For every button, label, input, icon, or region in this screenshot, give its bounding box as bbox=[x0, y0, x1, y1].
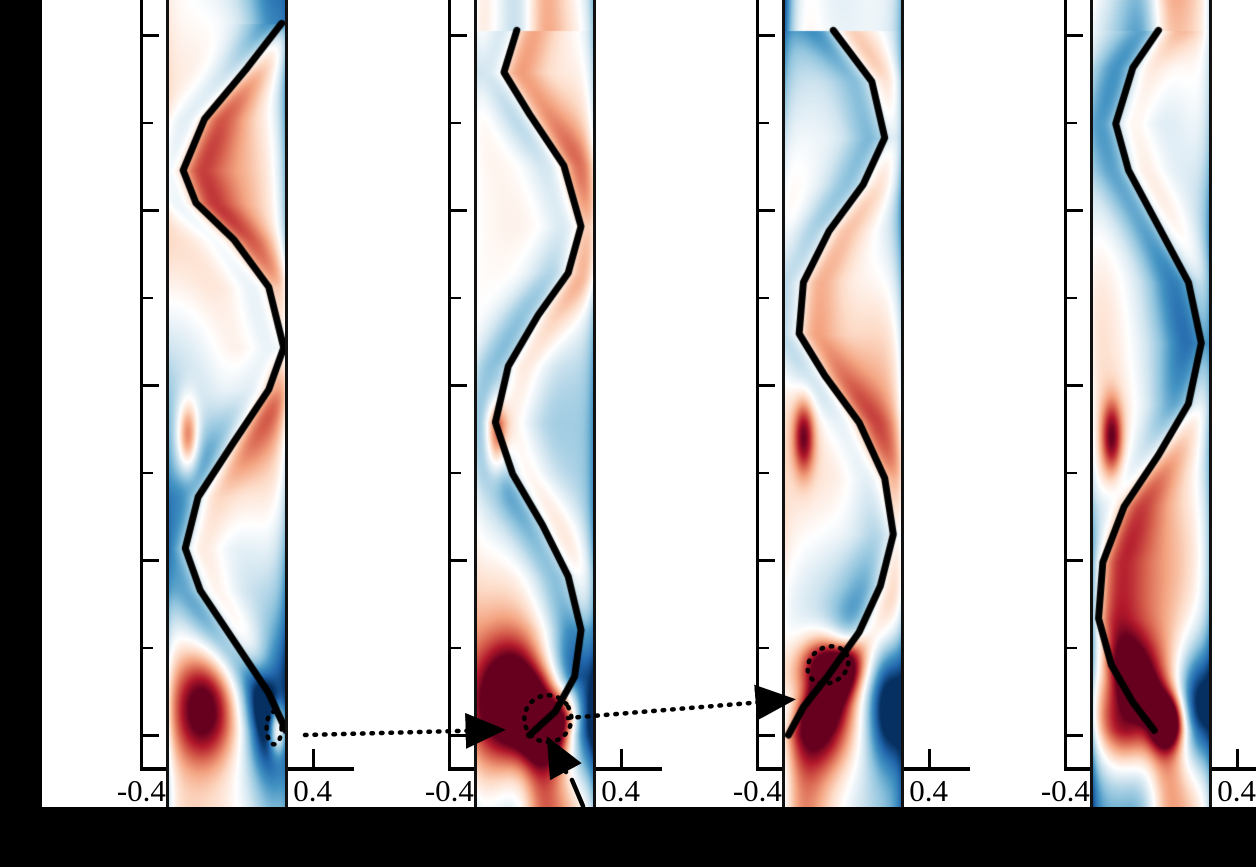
x-tick-label: -0.4 bbox=[424, 773, 474, 808]
x-major-tick bbox=[927, 749, 931, 767]
y-major-tick bbox=[1067, 384, 1083, 387]
sheet-left-edge bbox=[166, 0, 169, 807]
sheet-left-edge bbox=[782, 0, 785, 807]
y-major-tick bbox=[451, 384, 467, 387]
sheet-right-edge bbox=[285, 0, 288, 807]
sheet-right-edge bbox=[901, 0, 904, 807]
sheet-right-edge bbox=[593, 0, 596, 807]
y-minor-tick bbox=[143, 296, 153, 299]
vorticity-field bbox=[1090, 0, 1212, 807]
y-minor-tick bbox=[143, 471, 153, 474]
x-major-tick bbox=[448, 749, 452, 767]
y-minor-tick bbox=[451, 121, 461, 124]
y-minor-tick bbox=[451, 296, 461, 299]
x-major-tick bbox=[1064, 749, 1068, 767]
y-major-tick bbox=[143, 34, 159, 37]
y-minor-tick bbox=[759, 646, 769, 649]
y-major-tick bbox=[1067, 734, 1083, 737]
x-tick-label: 0.4 bbox=[909, 773, 948, 808]
y-major-tick bbox=[759, 384, 775, 387]
x-tick-label: -0.4 bbox=[1040, 773, 1090, 808]
y-axis-line bbox=[756, 0, 759, 771]
x-major-tick bbox=[311, 749, 315, 767]
y-minor-tick bbox=[451, 646, 461, 649]
sheet-right-edge bbox=[1209, 0, 1212, 807]
y-major-tick bbox=[143, 559, 159, 562]
x-tick-label: 0.4 bbox=[601, 773, 640, 808]
y-axis-line bbox=[448, 0, 451, 771]
y-axis-line bbox=[1064, 0, 1067, 771]
vorticity-field bbox=[782, 0, 904, 807]
sheet-left-edge bbox=[474, 0, 477, 807]
y-minor-tick bbox=[1067, 646, 1077, 649]
x-major-tick bbox=[1235, 749, 1239, 767]
y-major-tick bbox=[451, 209, 467, 212]
y-major-tick bbox=[759, 209, 775, 212]
y-minor-tick bbox=[759, 296, 769, 299]
y-major-tick bbox=[143, 209, 159, 212]
y-minor-tick bbox=[451, 471, 461, 474]
y-minor-tick bbox=[143, 646, 153, 649]
x-tick-label: 0.4 bbox=[293, 773, 332, 808]
y-major-tick bbox=[759, 734, 775, 737]
y-minor-tick bbox=[1067, 471, 1077, 474]
letterbox-bottom bbox=[0, 807, 1256, 867]
y-minor-tick bbox=[759, 121, 769, 124]
y-major-tick bbox=[451, 559, 467, 562]
y-major-tick bbox=[1067, 559, 1083, 562]
x-tick-label: -0.4 bbox=[116, 773, 166, 808]
y-minor-tick bbox=[1067, 296, 1077, 299]
sheet-left-edge bbox=[1090, 0, 1093, 807]
x-tick-label: 0.4 bbox=[1217, 773, 1256, 808]
y-minor-tick bbox=[759, 471, 769, 474]
letterbox-left bbox=[0, 0, 42, 867]
vorticity-field bbox=[166, 0, 288, 807]
y-axis-line bbox=[140, 0, 143, 771]
y-major-tick bbox=[759, 559, 775, 562]
y-minor-tick bbox=[1067, 121, 1077, 124]
y-major-tick bbox=[759, 34, 775, 37]
y-major-tick bbox=[1067, 209, 1083, 212]
x-tick-label: -0.4 bbox=[732, 773, 782, 808]
y-major-tick bbox=[1067, 34, 1083, 37]
y-major-tick bbox=[451, 34, 467, 37]
y-major-tick bbox=[143, 734, 159, 737]
y-major-tick bbox=[451, 734, 467, 737]
x-major-tick bbox=[619, 749, 623, 767]
y-minor-tick bbox=[143, 121, 153, 124]
x-major-tick bbox=[756, 749, 760, 767]
vorticity-field bbox=[474, 0, 596, 807]
y-major-tick bbox=[143, 384, 159, 387]
x-major-tick bbox=[140, 749, 144, 767]
